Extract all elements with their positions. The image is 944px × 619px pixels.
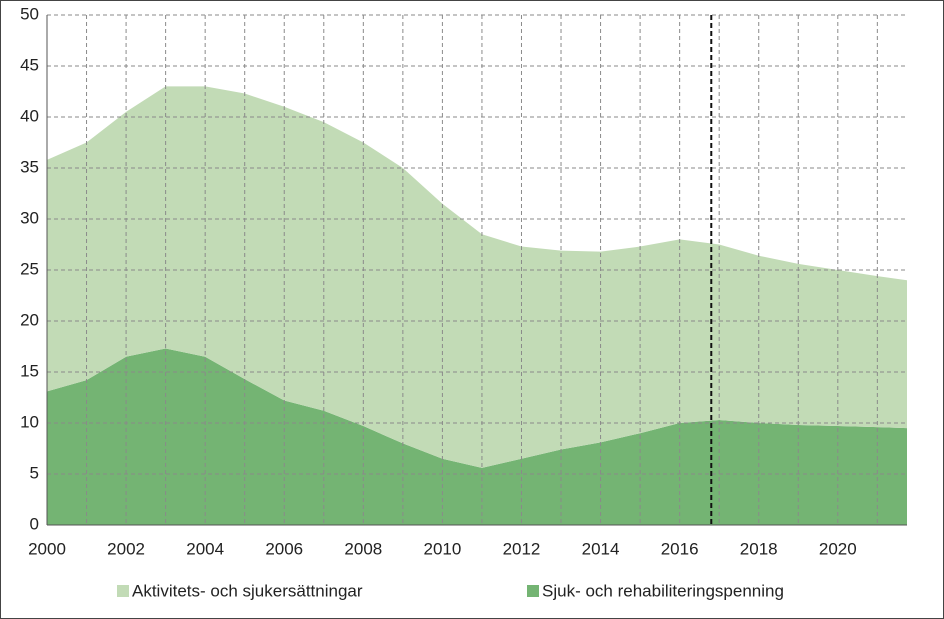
area bbox=[47, 86, 907, 468]
x-tick-label: 2010 bbox=[423, 539, 461, 558]
x-tick-label: 2004 bbox=[186, 539, 224, 558]
x-tick-label: 2006 bbox=[265, 539, 303, 558]
x-tick-label: 2008 bbox=[344, 539, 382, 558]
area bbox=[47, 348, 907, 525]
y-tick-label: 50 bbox=[20, 4, 39, 23]
x-tick-label: 2016 bbox=[661, 539, 699, 558]
x-tick-label: 2020 bbox=[819, 539, 857, 558]
y-tick-label: 30 bbox=[20, 208, 39, 227]
x-tick-label: 2002 bbox=[107, 539, 145, 558]
y-tick-label: 45 bbox=[20, 55, 39, 74]
y-tick-label: 5 bbox=[30, 463, 39, 482]
y-tick-label: 10 bbox=[20, 412, 39, 431]
x-tick-label: 2000 bbox=[28, 539, 66, 558]
y-tick-label: 40 bbox=[20, 106, 39, 125]
y-tick-label: 35 bbox=[20, 157, 39, 176]
x-tick-label: 2012 bbox=[503, 539, 541, 558]
legend-label: Sjuk- och rehabiliteringspenning bbox=[542, 581, 784, 600]
legend-swatch bbox=[117, 585, 129, 597]
legend-swatch bbox=[527, 585, 539, 597]
legend-label: Aktivitets- och sjukersättningar bbox=[132, 581, 363, 600]
y-tick-label: 20 bbox=[20, 310, 39, 329]
y-tick-label: 0 bbox=[30, 514, 39, 533]
y-tick-label: 25 bbox=[20, 259, 39, 278]
x-tick-label: 2014 bbox=[582, 539, 620, 558]
y-tick-label: 15 bbox=[20, 361, 39, 380]
x-tick-label: 2018 bbox=[740, 539, 778, 558]
